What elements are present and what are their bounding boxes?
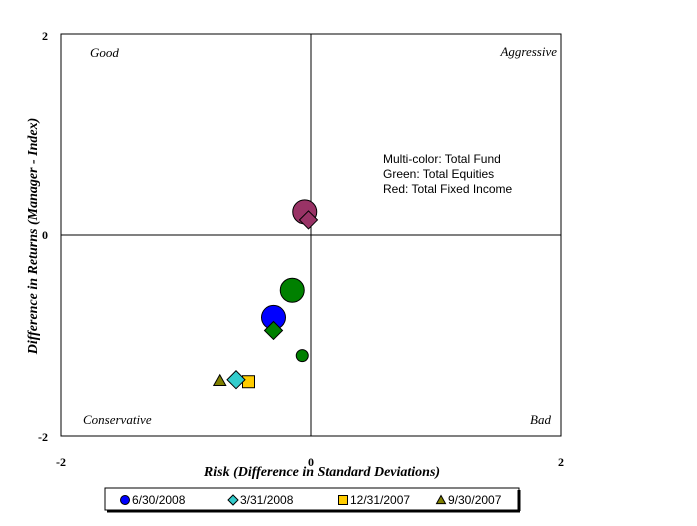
marker-triangle-total-fund-0 (212, 373, 227, 387)
marker-layer (212, 199, 319, 390)
marker-circle-total-equities-1 (279, 277, 305, 303)
marker-circle-total-equities-3 (295, 349, 309, 363)
x-tick-label-right: 2 (558, 455, 564, 469)
quadrant-label-conservative: Conservative (83, 412, 152, 427)
marker-diamond-total-equities-1 (263, 320, 284, 341)
note-total-fixed-income: Red: Total Fixed Income (383, 182, 513, 196)
legend-marker-diamond (227, 494, 239, 506)
legend-label: 9/30/2007 (448, 493, 502, 507)
marker-diamond-total-fixed-income-2 (298, 210, 319, 230)
y-tick-label-bottom: -2 (38, 430, 48, 444)
x-tick-label-mid: 0 (308, 455, 314, 469)
x-tick-label-left: -2 (56, 455, 66, 469)
legend-label: 3/31/2008 (240, 493, 294, 507)
marker-square-total-fund-0 (242, 375, 255, 389)
note-total-fund: Multi-color: Total Fund (383, 152, 501, 166)
quadrant-label-bad: Bad (530, 412, 551, 427)
legend-label: 12/31/2007 (350, 493, 410, 507)
quadrant-label-aggressive: Aggressive (499, 44, 557, 59)
legend-marker-triangle (435, 494, 447, 505)
legend-marker-square (338, 495, 348, 505)
legend-label: 6/30/2008 (132, 493, 186, 507)
quadrant-label-good: Good (90, 45, 119, 60)
y-tick-label-mid: 0 (42, 228, 48, 242)
legend-items: 6/30/2008 3/31/2008 12/31/2007 9/30/2007 (120, 493, 502, 507)
marker-diamond-total-fund-0 (226, 370, 246, 390)
y-tick-label-top: 2 (42, 29, 48, 43)
legend: 6/30/2008 3/31/2008 12/31/2007 9/30/2007 (104, 487, 521, 513)
note-total-equities: Green: Total Equities (383, 167, 494, 181)
x-axis-title: Risk (Difference in Standard Deviations) (203, 465, 440, 480)
legend-marker-circle (120, 495, 130, 505)
y-axis-title: Difference in Returns (Manager - Index) (26, 118, 41, 356)
